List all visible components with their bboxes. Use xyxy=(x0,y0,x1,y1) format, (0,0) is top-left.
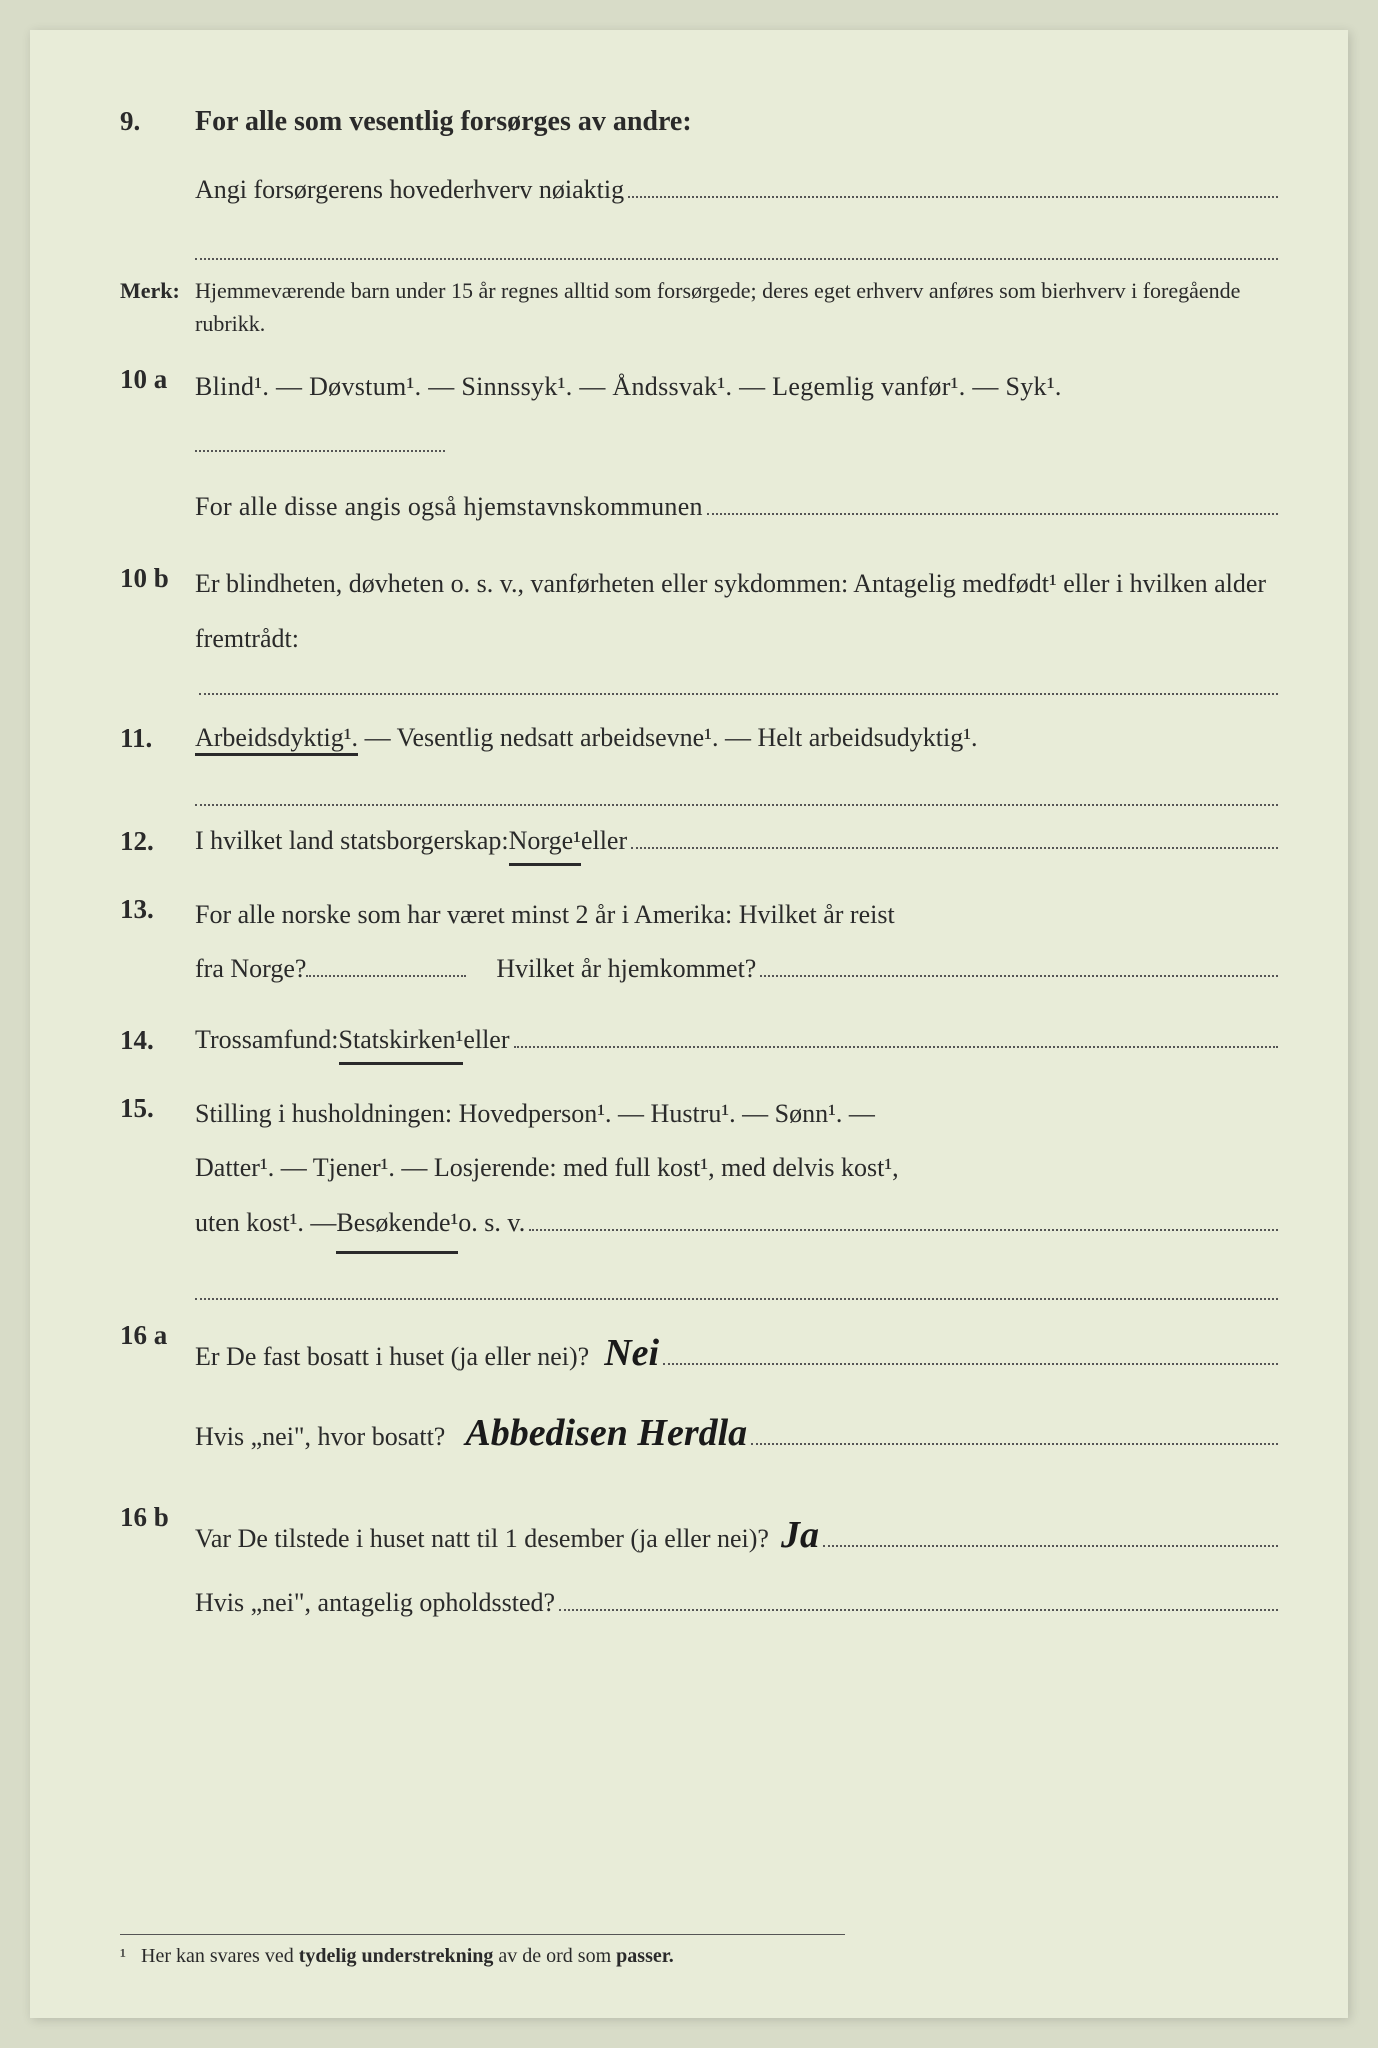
q16b-number: 16 b xyxy=(120,1496,195,1539)
q15-line2: Datter¹. — Tjener¹. — Losjerende: med fu… xyxy=(195,1141,1278,1196)
q10a-number: 10 a xyxy=(120,358,195,401)
q13-text2a: fra Norge? xyxy=(195,942,306,997)
footnote: ¹ Her kan svares ved tydelig understrekn… xyxy=(120,1934,845,1968)
q10a-line2: For alle disse angis også hjemstavnskomm… xyxy=(195,478,703,535)
question-9: 9. For alle som vesentlig forsørges av a… xyxy=(120,100,1278,145)
note-merk: Merk: Hjemmeværende barn under 15 år reg… xyxy=(120,274,1278,340)
q16b-answer1: Ja xyxy=(781,1496,819,1576)
q14-post: eller xyxy=(463,1019,509,1061)
q13-text1: For alle norske som har været minst 2 år… xyxy=(195,888,1278,943)
q9-title: For alle som vesentlig forsørges av andr… xyxy=(195,100,1278,145)
fill-line xyxy=(195,426,445,452)
q12-number: 12. xyxy=(120,820,195,863)
q12-post: eller xyxy=(581,820,627,862)
q16a-answer1: Nei xyxy=(604,1314,659,1394)
question-16a: 16 a Er De fast bosatt i huset (ja eller… xyxy=(120,1314,1278,1474)
question-16b: 16 b Var De tilstede i huset natt til 1 … xyxy=(120,1496,1278,1630)
fill-line xyxy=(663,1337,1278,1366)
q14-pre: Trossamfund: xyxy=(195,1019,339,1061)
q10b-text: Er blindheten, døvheten o. s. v., vanfør… xyxy=(195,557,1278,666)
merk-text: Hjemmeværende barn under 15 år regnes al… xyxy=(195,274,1278,340)
q14-number: 14. xyxy=(120,1019,195,1062)
footnote-bold2: passer. xyxy=(616,1945,674,1967)
fill-line xyxy=(306,951,466,977)
census-form-page: 9. For alle som vesentlig forsørges av a… xyxy=(30,30,1348,2018)
q15-line1: Stilling i husholdningen: Hovedperson¹. … xyxy=(195,1087,1278,1142)
q16a-number: 16 a xyxy=(120,1314,195,1357)
q9-number: 9. xyxy=(120,100,195,143)
fill-line xyxy=(529,1202,1278,1231)
fill-line xyxy=(199,666,1278,695)
fill-line xyxy=(195,782,1278,806)
footnote-bold1: tydelig understrekning xyxy=(299,1945,494,1967)
question-14: 14. Trossamfund: Statskirken¹ eller xyxy=(120,1019,1278,1065)
q10a-options: Blind¹. — Døvstum¹. — Sinnssyk¹. — Åndss… xyxy=(195,372,1062,401)
fill-line xyxy=(195,236,1278,260)
q16a-answer2: Abbedisen Herdla xyxy=(465,1394,747,1474)
fill-line xyxy=(631,821,1278,850)
question-12: 12. I hvilket land statsborgerskap: Norg… xyxy=(120,820,1278,866)
question-10b: 10 b Er blindheten, døvheten o. s. v., v… xyxy=(120,557,1278,695)
q12-underlined: Norge¹ xyxy=(509,820,581,866)
q11-number: 11. xyxy=(120,717,195,760)
question-10a: 10 a Blind¹. — Døvstum¹. — Sinnssyk¹. — … xyxy=(120,358,1278,536)
q9-line: Angi forsørgerens hovederhverv nøiaktig xyxy=(195,167,1278,214)
fill-line xyxy=(195,1276,1278,1300)
fill-line xyxy=(751,1416,1278,1445)
q15-line3-underlined: Besøkende¹ xyxy=(336,1196,458,1255)
q16a-text1: Er De fast bosatt i huset (ja eller nei)… xyxy=(195,1330,589,1385)
q15-line3b: o. s. v. xyxy=(458,1196,525,1251)
q9-line-text: Angi forsørgerens hovederhverv nøiaktig xyxy=(195,167,624,214)
q11-underlined: Arbeidsdyktig¹. xyxy=(195,723,358,756)
question-13: 13. For alle norske som har været minst … xyxy=(120,888,1278,997)
question-15: 15. Stilling i husholdningen: Hovedperso… xyxy=(120,1087,1278,1255)
q16a-text2: Hvis „nei", hvor bosatt? xyxy=(195,1410,445,1465)
q15-line3a: uten kost¹. — xyxy=(195,1196,336,1251)
merk-label: Merk: xyxy=(120,274,195,307)
fill-line xyxy=(514,1019,1279,1048)
q14-underlined: Statskirken¹ xyxy=(339,1019,464,1065)
q16b-text2: Hvis „nei", antagelig opholdssted? xyxy=(195,1576,555,1631)
q13-text2b: Hvilket år hjemkommet? xyxy=(496,942,756,997)
q10b-number: 10 b xyxy=(120,557,195,600)
q15-number: 15. xyxy=(120,1087,195,1130)
q16b-text1: Var De tilstede i huset natt til 1 desem… xyxy=(195,1512,769,1567)
q11-rest: — Vesentlig nedsatt arbeidsevne¹. — Helt… xyxy=(358,723,977,752)
fill-line xyxy=(628,169,1278,198)
footnote-plain: av de ord som xyxy=(493,1945,616,1967)
footnote-marker: ¹ xyxy=(120,1945,126,1967)
question-11: 11. Arbeidsdyktig¹. — Vesentlig nedsatt … xyxy=(120,717,1278,760)
q12-pre: I hvilket land statsborgerskap: xyxy=(195,820,509,862)
fill-line xyxy=(760,949,1278,978)
fill-line xyxy=(823,1518,1278,1547)
fill-line xyxy=(707,486,1278,515)
fill-line xyxy=(559,1582,1278,1611)
q13-number: 13. xyxy=(120,888,195,931)
